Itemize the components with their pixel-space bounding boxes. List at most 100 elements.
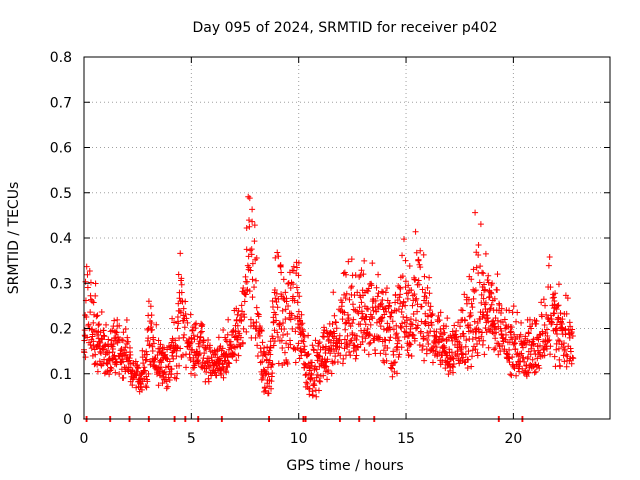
- data-point: [516, 363, 523, 370]
- data-point: [449, 328, 456, 335]
- data-point: [140, 360, 147, 367]
- data-point: [513, 318, 520, 325]
- data-point: [543, 326, 550, 333]
- data-point: [313, 366, 320, 373]
- data-point: [243, 224, 250, 231]
- data-point: [174, 344, 181, 351]
- data-point: [566, 334, 573, 341]
- data-point: [404, 347, 411, 354]
- data-point: [501, 346, 508, 353]
- data-point: [426, 290, 433, 297]
- data-point: [340, 355, 347, 362]
- data-point: [377, 350, 384, 357]
- data-point: [300, 346, 307, 353]
- data-point: [314, 371, 321, 378]
- data-point: [460, 333, 467, 340]
- data-point: [282, 316, 289, 323]
- data-point: [290, 293, 297, 300]
- data-point: [545, 337, 552, 344]
- data-point: [195, 360, 202, 367]
- data-point: [142, 357, 149, 364]
- data-point: [361, 347, 368, 354]
- data-point: [486, 293, 493, 300]
- data-point: [551, 353, 558, 360]
- data-point: [363, 305, 370, 312]
- data-point: [568, 360, 575, 367]
- data-point: [569, 332, 576, 339]
- data-point: [554, 321, 561, 328]
- data-point: [564, 295, 571, 302]
- data-point: [525, 354, 532, 361]
- data-point: [103, 360, 110, 367]
- data-point: [468, 300, 475, 307]
- data-point: [494, 271, 501, 278]
- data-point: [289, 325, 296, 332]
- data-point: [162, 371, 169, 378]
- data-point: [274, 249, 281, 256]
- data-points: [81, 193, 577, 422]
- data-point: [319, 333, 326, 340]
- data-point: [383, 285, 390, 292]
- data-point: [375, 305, 382, 312]
- data-point: [466, 313, 473, 320]
- data-point: [359, 338, 366, 345]
- data-point: [354, 344, 361, 351]
- data-point: [224, 354, 231, 361]
- data-point: [567, 323, 574, 330]
- data-point: [485, 318, 492, 325]
- data-point: [249, 294, 256, 301]
- data-point: [342, 326, 349, 333]
- data-point: [300, 338, 307, 345]
- data-point: [116, 370, 123, 377]
- data-point: [538, 299, 545, 306]
- data-point: [556, 338, 563, 345]
- data-point: [525, 369, 532, 376]
- data-point: [215, 334, 222, 341]
- data-point: [306, 391, 313, 398]
- data-point: [482, 325, 489, 332]
- data-point: [560, 352, 567, 359]
- data-point: [449, 337, 456, 344]
- data-point: [219, 345, 226, 352]
- data-point: [273, 298, 280, 305]
- data-point: [180, 334, 187, 341]
- data-point: [274, 329, 281, 336]
- data-point: [507, 371, 514, 378]
- data-point: [105, 336, 112, 343]
- data-point: [538, 313, 545, 320]
- data-point: [373, 319, 380, 326]
- data-point: [316, 339, 323, 346]
- data-point: [297, 345, 304, 352]
- x-tick-label: 20: [504, 431, 522, 447]
- data-point: [468, 276, 475, 283]
- data-point: [465, 356, 472, 363]
- data-point: [195, 340, 202, 347]
- data-point: [87, 279, 94, 286]
- data-point: [339, 299, 346, 306]
- data-point: [84, 284, 91, 291]
- data-point: [402, 257, 409, 264]
- data-point: [163, 355, 170, 362]
- data-point: [336, 344, 343, 351]
- data-point: [253, 255, 260, 262]
- data-point: [327, 350, 334, 357]
- data-point: [433, 328, 440, 335]
- data-point: [278, 337, 285, 344]
- data-point: [396, 351, 403, 358]
- data-point: [201, 350, 208, 357]
- data-point: [536, 331, 543, 338]
- data-point: [275, 360, 282, 367]
- data-point: [408, 287, 415, 294]
- data-point: [255, 311, 262, 318]
- data-point: [475, 328, 482, 335]
- data-point: [383, 357, 390, 364]
- data-point: [417, 328, 424, 335]
- data-point: [403, 329, 410, 336]
- data-point: [378, 315, 385, 322]
- data-point: [398, 308, 405, 315]
- data-point: [112, 334, 119, 341]
- data-point: [442, 365, 449, 372]
- data-point: [476, 279, 483, 286]
- data-point: [145, 370, 152, 377]
- data-point: [125, 338, 132, 345]
